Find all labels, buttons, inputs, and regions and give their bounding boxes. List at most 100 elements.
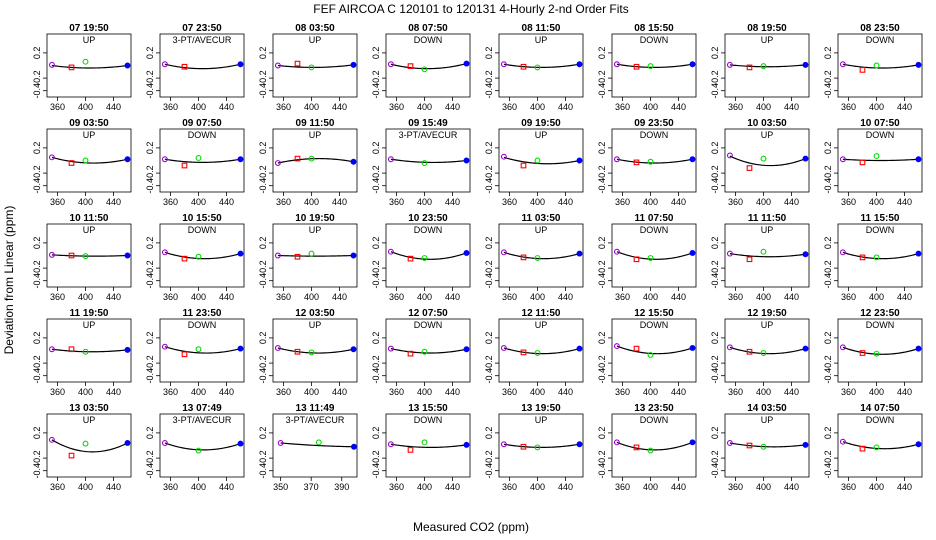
y-tick-label: -0.4 <box>32 463 42 479</box>
fit-curve <box>503 63 580 68</box>
data-point <box>633 444 640 451</box>
data-point <box>463 346 470 353</box>
y-tick-label: -0.4 <box>258 83 268 99</box>
data-point <box>689 439 696 446</box>
panel-frame <box>272 128 358 193</box>
data-point <box>726 440 733 446</box>
x-tick-label: 440 <box>671 387 686 397</box>
data-point <box>500 153 507 160</box>
panel-frame <box>46 318 132 383</box>
x-tick-label: 360 <box>615 292 630 302</box>
fit-curve <box>164 158 241 163</box>
panel-title: 13 07:49 <box>182 403 222 414</box>
data-point <box>463 441 470 448</box>
panel-title: 08 03:50 <box>295 23 335 34</box>
data-point <box>82 440 89 447</box>
y-tick-label: -0.4 <box>258 273 268 289</box>
panel: 07 23:503-PT/AVECUR -0.4-0.2 0.2 360 400 440 <box>145 23 245 112</box>
data-point <box>760 248 767 255</box>
data-point <box>873 444 880 451</box>
y-tick-label: 0.2 <box>597 142 607 155</box>
data-point <box>500 345 507 351</box>
x-tick-label: 440 <box>106 387 121 397</box>
panel-title: 08 07:50 <box>408 23 448 34</box>
data-point <box>350 443 357 450</box>
y-tick-label: -0.4 <box>32 368 42 384</box>
panel-frame <box>724 318 810 383</box>
x-tick-label: 400 <box>191 292 206 302</box>
data-point <box>859 159 866 166</box>
x-tick-label: 400 <box>530 197 545 207</box>
y-tick-label: -0.2 <box>823 165 833 181</box>
x-tick-label: 360 <box>163 482 178 492</box>
fit-curve <box>164 442 241 451</box>
data-point <box>124 346 131 353</box>
x-tick-label: 400 <box>756 482 771 492</box>
data-point <box>689 156 696 163</box>
data-point <box>613 156 620 163</box>
fit-curve <box>277 64 354 68</box>
data-point <box>82 348 89 355</box>
y-tick-label: -0.4 <box>710 463 720 479</box>
data-point <box>407 63 414 69</box>
data-point <box>873 62 880 69</box>
x-tick-label: 400 <box>191 102 206 112</box>
data-point <box>387 61 394 68</box>
y-tick-label: -0.4 <box>710 273 720 289</box>
y-tick-label: -0.4 <box>258 368 268 384</box>
data-point <box>859 350 866 356</box>
x-tick-label: 400 <box>304 387 319 397</box>
panel-title: 12 15:50 <box>634 308 674 319</box>
y-tick-label: -0.2 <box>710 450 720 466</box>
data-point <box>294 155 301 162</box>
fit-curve <box>616 158 693 164</box>
x-tick-label: 360 <box>502 102 517 112</box>
y-tick-label: 0.2 <box>258 332 268 345</box>
data-point <box>421 348 428 355</box>
panel-frame <box>159 413 245 478</box>
data-point <box>294 253 301 260</box>
panel-title: 11 11:50 <box>748 213 787 224</box>
panel-frame <box>724 223 810 288</box>
x-tick-label: 440 <box>897 387 912 397</box>
y-tick-label: -0.4 <box>710 83 720 99</box>
y-tick-label: -0.2 <box>145 355 155 371</box>
panel-subtitle: DOWN <box>640 320 669 330</box>
x-tick-label: 440 <box>106 197 121 207</box>
y-tick-label: 0.2 <box>597 47 607 60</box>
data-point <box>308 349 315 356</box>
y-tick-label: -0.4 <box>484 273 494 289</box>
y-tick-label: 0.2 <box>145 47 155 60</box>
x-tick-label: 360 <box>276 197 291 207</box>
y-tick-label: 0.2 <box>597 427 607 440</box>
panel-frame <box>724 33 810 98</box>
panel-title: 13 15:50 <box>408 403 448 414</box>
data-point <box>500 441 507 448</box>
y-tick-label: -0.4 <box>145 463 155 479</box>
x-tick-label: 400 <box>304 292 319 302</box>
x-tick-label: 440 <box>558 387 573 397</box>
y-tick-label: -0.2 <box>371 355 381 371</box>
y-tick-label: 0.2 <box>371 332 381 345</box>
data-point <box>760 63 767 70</box>
x-tick-label: 360 <box>502 482 517 492</box>
x-tick-label: 440 <box>558 292 573 302</box>
panel-subtitle: UP <box>535 320 548 330</box>
panel: 09 15:493-PT/AVECUR -0.4-0.2 0.2 360 400 440 <box>371 118 471 207</box>
y-tick-label: -0.4 <box>597 463 607 479</box>
data-point <box>315 439 322 446</box>
y-tick-label: -0.4 <box>484 83 494 99</box>
data-point <box>421 66 428 73</box>
y-tick-label: 0.2 <box>371 427 381 440</box>
data-point <box>839 61 846 68</box>
x-tick-label: 440 <box>332 387 347 397</box>
panel-frame <box>385 223 471 288</box>
panel-subtitle: DOWN <box>866 415 895 425</box>
data-point <box>534 64 541 71</box>
fit-curve <box>51 64 128 69</box>
